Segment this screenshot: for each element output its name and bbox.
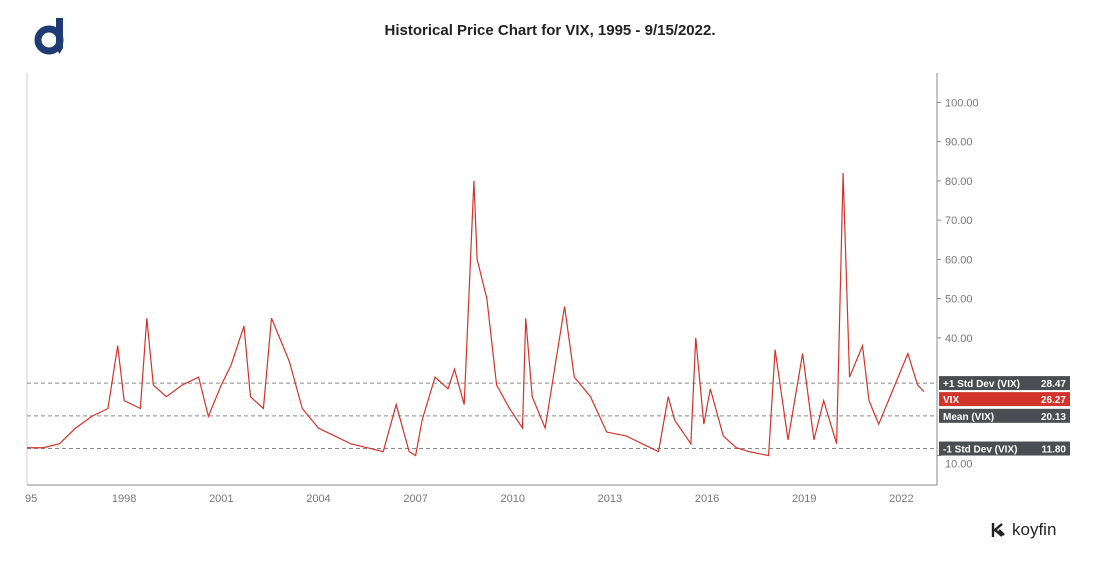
x-tick-label: 95 — [25, 493, 37, 505]
x-tick-label: 2007 — [403, 493, 427, 505]
koyfin-logo: koyfin — [990, 520, 1056, 540]
x-tick-label: 2004 — [306, 493, 330, 505]
last-value-tag-value: 26.27 — [1041, 395, 1066, 406]
koyfin-icon — [991, 523, 1005, 537]
y-tick-label: 50.00 — [945, 294, 973, 306]
ref-tag-0-bg — [939, 376, 1070, 391]
ref-tag-1-bg — [939, 408, 1070, 423]
ref-tag-1-name: Mean (VIX) — [943, 412, 994, 423]
vix-series-line — [27, 173, 925, 457]
last-value-tag-name: VIX — [943, 395, 959, 406]
x-tick-label: 2001 — [209, 493, 233, 505]
ref-tag-1-value: 20.13 — [1041, 412, 1066, 423]
last-value-tag: VIX 26.27 — [939, 392, 1070, 407]
y-tick-label: 40.00 — [945, 333, 973, 345]
x-tick-label: 2022 — [889, 493, 913, 505]
x-tick-label: 2016 — [695, 493, 719, 505]
logo — [34, 16, 70, 61]
ref-tag-2-name: -1 Std Dev (VIX) — [943, 445, 1017, 456]
y-tick-label: 60.00 — [945, 254, 973, 266]
x-tick-label: 2010 — [501, 493, 525, 505]
last-value-tag-bg — [939, 392, 1070, 407]
y-tick-label: 80.00 — [945, 176, 973, 188]
ref-tag-2-bg — [939, 441, 1070, 456]
x-tick-label: 2019 — [792, 493, 816, 505]
ref-tag-2: -1 Std Dev (VIX) 11.80 — [939, 441, 1070, 456]
x-tick-label: 2013 — [598, 493, 622, 505]
ref-tag-1: Mean (VIX) 20.13 — [939, 408, 1070, 423]
brand-text: koyfin — [1012, 520, 1057, 539]
y-tick-label: 100.00 — [945, 97, 979, 109]
ref-tag-2-value: 11.80 — [1042, 445, 1067, 456]
y-tick-label: 70.00 — [945, 215, 973, 227]
y-tick-label: 10.00 — [945, 459, 973, 471]
ref-tag-0-value: 28.47 — [1041, 379, 1066, 390]
x-tick-label: 1998 — [112, 493, 136, 505]
ref-tag-0: +1 Std Dev (VIX) 28.47 — [939, 376, 1070, 391]
y-tick-label: 90.00 — [945, 137, 973, 149]
ref-tag-0-name: +1 Std Dev (VIX) — [943, 379, 1020, 390]
chart-title: Historical Price Chart for VIX, 1995 - 9… — [384, 22, 716, 39]
